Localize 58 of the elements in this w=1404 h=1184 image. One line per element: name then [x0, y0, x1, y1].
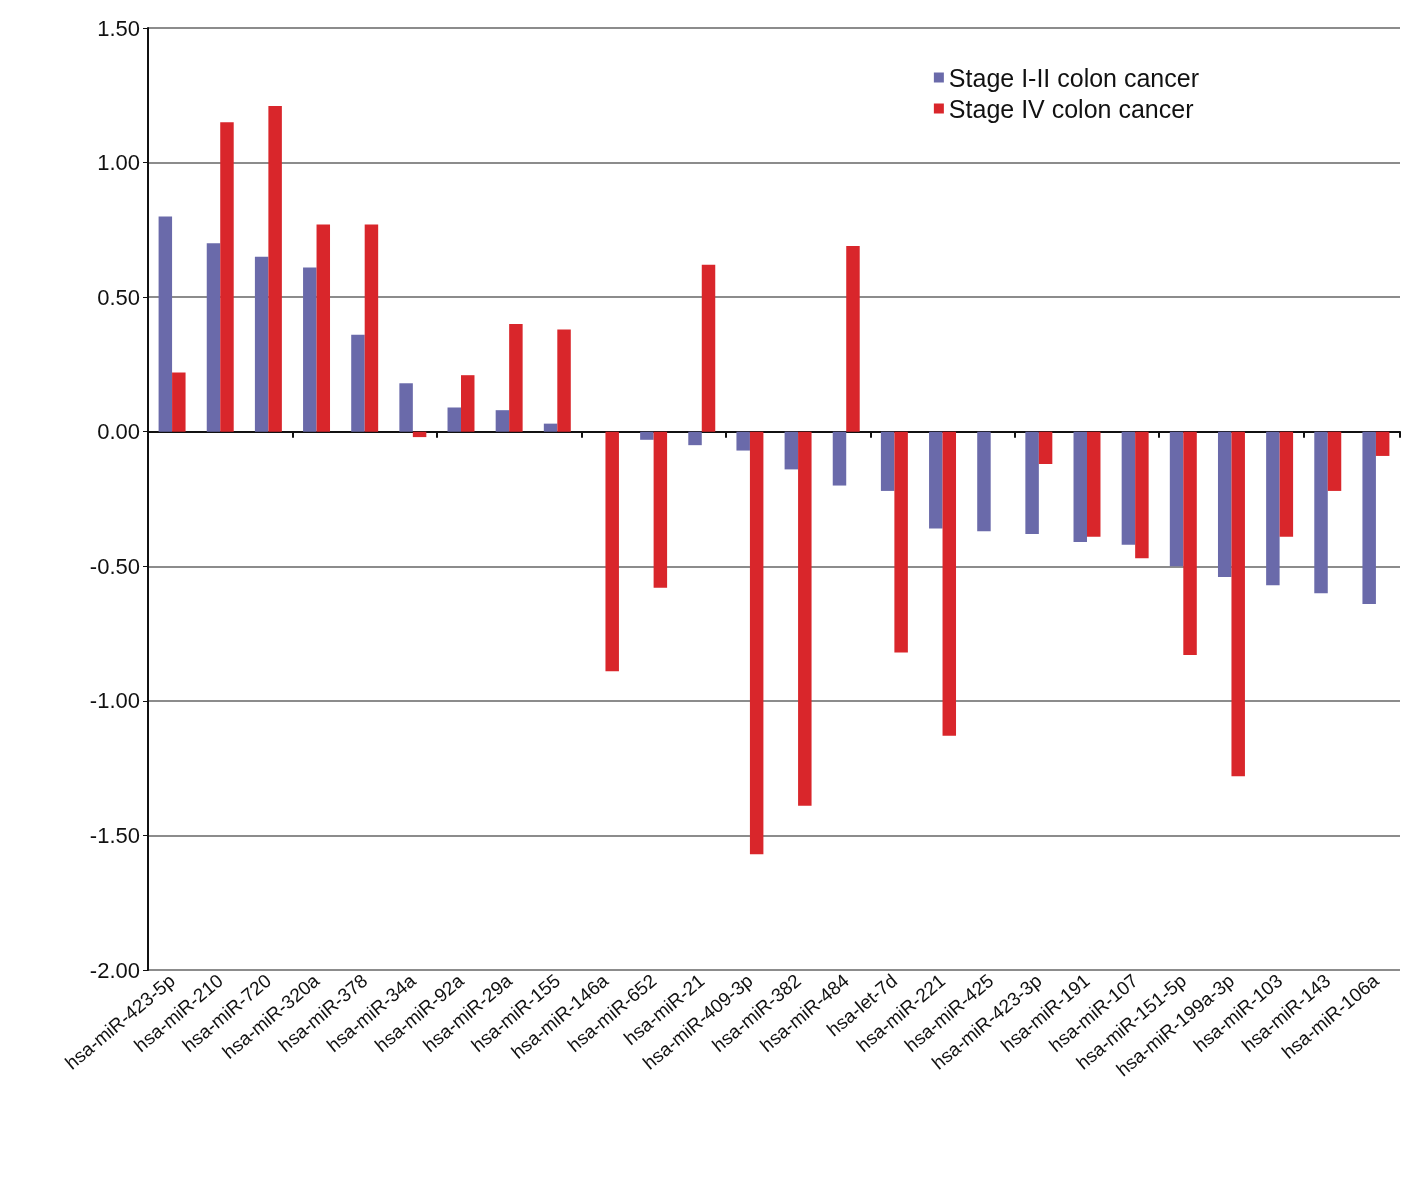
legend-label: Stage IV colon cancer — [948, 94, 1194, 123]
bar — [1266, 431, 1280, 586]
bar — [316, 224, 331, 432]
bar — [1279, 431, 1294, 537]
bar — [461, 375, 475, 432]
bar — [1169, 431, 1184, 567]
bar — [172, 372, 186, 432]
bar — [1231, 431, 1245, 777]
bar — [557, 329, 571, 432]
bar — [364, 224, 379, 432]
bar — [846, 246, 860, 432]
bar — [1362, 431, 1376, 604]
bar — [268, 106, 282, 432]
bar — [220, 122, 234, 432]
bar — [1183, 431, 1197, 656]
bar — [1121, 431, 1136, 545]
y-tick-label: -1.00 — [89, 688, 140, 714]
bar — [543, 423, 558, 432]
y-tick-label: 0.00 — [97, 419, 140, 445]
bar — [254, 256, 269, 432]
bar — [1087, 431, 1101, 537]
bar — [1314, 431, 1328, 594]
bar — [447, 407, 461, 432]
bar — [701, 264, 716, 432]
y-tick-label: 0.50 — [97, 284, 140, 310]
bar — [640, 431, 654, 440]
bar — [977, 431, 991, 532]
bar — [1375, 431, 1390, 456]
bar — [303, 267, 317, 432]
bar — [399, 383, 413, 432]
bar — [1073, 431, 1087, 543]
bar — [1038, 431, 1053, 465]
y-tick-label: -1.50 — [89, 822, 140, 848]
bar — [736, 431, 750, 451]
bar — [749, 431, 764, 855]
y-tick-label: 1.50 — [97, 15, 140, 41]
bar — [798, 431, 812, 806]
legend-label: Stage I-II colon cancer — [948, 63, 1200, 92]
bar — [351, 334, 365, 432]
y-tick-label: 1.00 — [97, 150, 140, 176]
bar — [653, 431, 668, 588]
bar — [688, 431, 702, 446]
bar — [158, 216, 173, 432]
bar — [942, 431, 957, 736]
bar — [495, 410, 510, 432]
bar — [784, 431, 799, 470]
y-tick-label: -0.50 — [89, 553, 140, 579]
bar — [929, 431, 943, 529]
bar — [1327, 431, 1342, 491]
bar — [1025, 431, 1039, 534]
bar — [509, 324, 523, 432]
bar — [605, 431, 619, 672]
bar — [1135, 431, 1149, 559]
bar — [832, 431, 847, 486]
bar — [1217, 431, 1232, 578]
bar — [894, 431, 908, 653]
bar — [880, 431, 895, 491]
bar — [206, 243, 221, 432]
